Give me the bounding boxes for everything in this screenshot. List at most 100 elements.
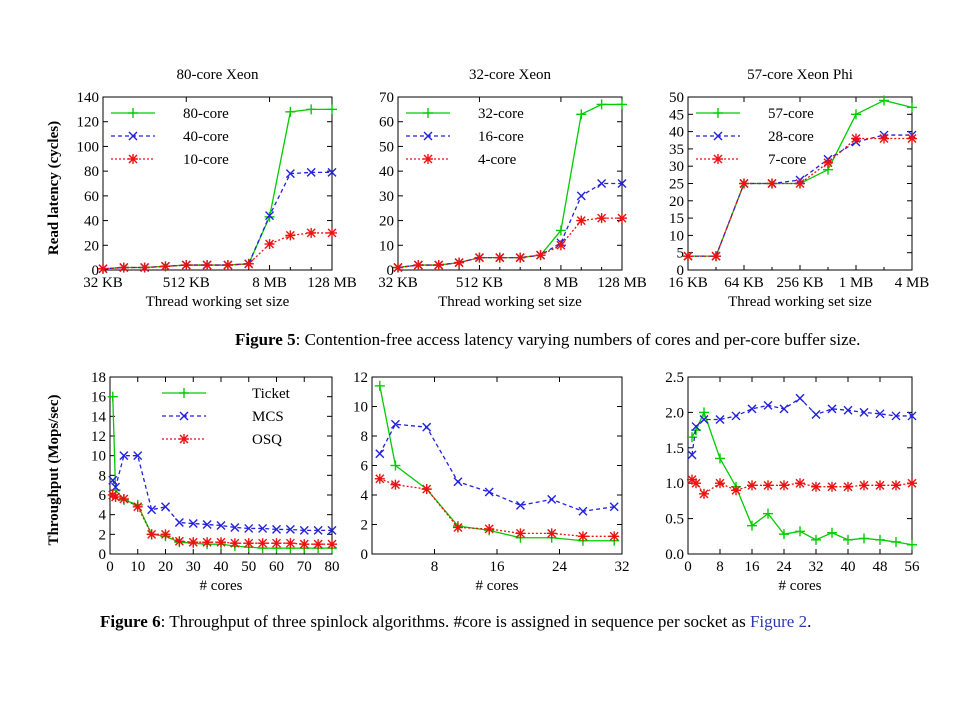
data-point-red [299, 539, 310, 550]
series-line-red [397, 217, 622, 269]
data-point-blue [327, 167, 337, 177]
data-point-red [132, 501, 143, 512]
chart-f5b: 32-core Xeon 0 10 20 30 40 50 60 70 32 KB 512 KB 8 … [378, 67, 647, 310]
plot-frame [371, 376, 623, 555]
data-point-blue [859, 407, 869, 417]
data-point-red [452, 522, 463, 533]
x-tick-label: 32 [615, 559, 630, 575]
data-point-blue [691, 422, 701, 432]
y-tick-label: 0 [387, 263, 395, 279]
plot-frame [687, 376, 913, 555]
x-tick-label: 30 [186, 559, 201, 575]
legend-label: 57-core [768, 106, 814, 122]
data-point-red [160, 529, 171, 540]
figure6-caption-label: Figure 6 [100, 612, 161, 631]
data-point-red [327, 227, 337, 238]
data-point-green [795, 526, 805, 537]
data-point-blue [327, 525, 337, 535]
x-tick-label: 1 MB [839, 275, 874, 291]
data-point-red [535, 250, 546, 261]
x-axis-label: Thread working set size [438, 294, 582, 310]
figure2-link[interactable]: Figure 2 [749, 612, 808, 631]
legend-marker [179, 388, 189, 398]
y-tick-label: 2 [361, 518, 369, 534]
data-point-blue [515, 500, 525, 510]
x-tick-label: 40 [214, 559, 229, 575]
x-tick-label: 8 [716, 559, 724, 575]
data-point-red [243, 538, 254, 549]
data-point-blue [202, 520, 212, 529]
y-tick-label: 4 [361, 488, 369, 504]
data-point-red [907, 133, 917, 144]
data-point-red [699, 488, 709, 499]
data-point-blue [843, 405, 853, 415]
legend-label: MCS [252, 409, 284, 425]
data-point-red [596, 213, 607, 224]
data-point-red [146, 529, 157, 540]
data-point-red [188, 537, 199, 548]
data-point-blue [285, 524, 295, 534]
x-tick-label: 32 [809, 559, 824, 575]
data-point-green [875, 534, 885, 545]
data-point-green [763, 508, 773, 519]
data-point-blue [258, 523, 268, 533]
y-tick-label: 2.5 [665, 370, 684, 386]
data-point-blue [731, 411, 741, 421]
y-tick-label: 0.0 [665, 547, 684, 563]
legend-label: 32-core [478, 106, 524, 122]
data-point-red [731, 485, 741, 496]
y-tick-label: 10 [379, 238, 394, 254]
series-line-red [112, 494, 332, 545]
data-point-red [691, 478, 701, 489]
x-tick-label: 128 MB [307, 275, 357, 291]
x-tick-label: 20 [158, 559, 173, 575]
data-point-red [576, 215, 587, 226]
x-axis-label: Thread working set size [728, 294, 872, 310]
y-tick-label: 0 [92, 263, 100, 279]
x-tick-label: 16 [745, 559, 761, 575]
legend-label: OSQ [252, 432, 282, 448]
data-point-blue [375, 449, 385, 459]
y-tick-label: 0.5 [665, 512, 684, 528]
x-tick-label: 64 KB [724, 275, 764, 291]
data-point-red [546, 528, 557, 539]
x-tick-label: 128 MB [597, 275, 647, 291]
data-point-red [763, 480, 773, 491]
data-point-blue [108, 475, 118, 485]
legend-label: 10-core [183, 152, 229, 168]
y-tick-label: 5 [677, 246, 685, 262]
data-point-red [229, 538, 240, 549]
data-point-red [285, 230, 296, 241]
data-point-green [907, 539, 917, 550]
series-line-green [112, 396, 332, 549]
y-tick-label: 70 [379, 90, 394, 106]
data-point-green [306, 104, 317, 115]
data-point-green [891, 536, 901, 547]
legend-marker [423, 131, 433, 141]
data-point-blue [119, 451, 129, 461]
series-line-blue [691, 397, 912, 455]
figure5-caption-label: Figure 5 [235, 330, 296, 349]
y-tick-label: 12 [91, 429, 106, 445]
data-point-red [823, 157, 833, 168]
data-point-blue [484, 487, 494, 497]
y-tick-label: 0 [677, 263, 685, 279]
data-point-blue [161, 502, 170, 512]
data-point-red [374, 473, 385, 484]
data-point-blue [272, 524, 281, 534]
y-tick-label: 8 [361, 429, 369, 445]
data-point-blue [111, 482, 121, 492]
y-tick-label: 15 [669, 211, 684, 227]
x-tick-label: 40 [841, 559, 856, 575]
y-tick-label: 100 [77, 139, 100, 155]
data-point-red [715, 478, 725, 489]
data-point-green [555, 225, 566, 236]
x-tick-label: 8 MB [252, 275, 287, 291]
x-tick-label: 56 [905, 559, 921, 575]
data-point-blue [313, 525, 323, 535]
y-tick-label: 14 [91, 409, 107, 425]
y-tick-label: 0 [361, 547, 369, 563]
series-line-blue [102, 171, 332, 270]
y-tick-label: 1.0 [665, 476, 684, 492]
data-point-blue [747, 404, 757, 414]
